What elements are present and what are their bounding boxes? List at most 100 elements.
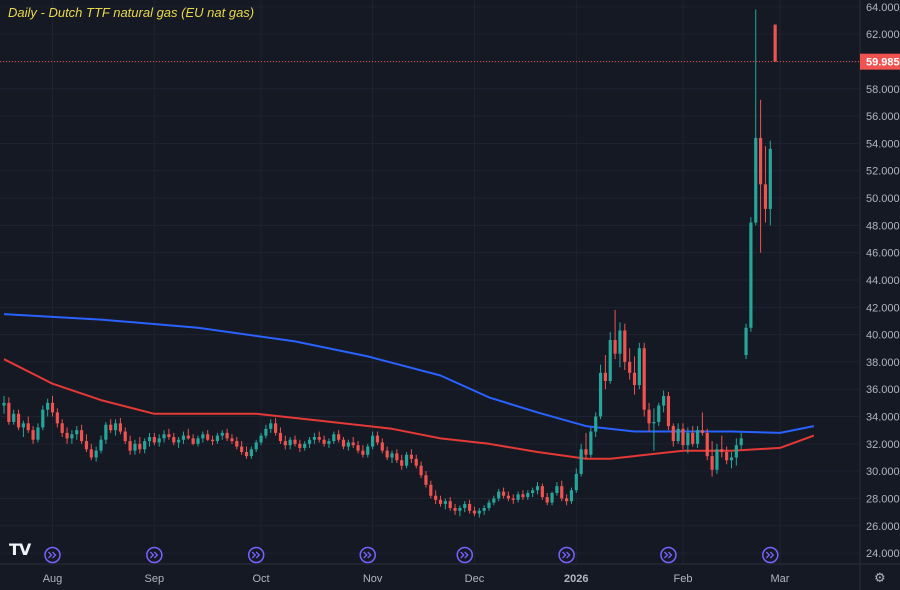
candle-body[interactable] [521, 494, 525, 498]
candle-body[interactable] [7, 402, 11, 422]
candle-body[interactable] [720, 449, 724, 453]
candle-body[interactable] [41, 409, 45, 428]
candle-body[interactable] [681, 428, 685, 446]
candle-body[interactable] [269, 423, 273, 429]
double-chevron-right-icon[interactable] [44, 546, 61, 564]
candle-body[interactable] [487, 502, 491, 509]
candle-body[interactable] [337, 434, 341, 440]
candle-body[interactable] [759, 137, 763, 185]
candle-body[interactable] [482, 508, 486, 511]
candle-body[interactable] [31, 430, 35, 440]
candle-body[interactable] [618, 330, 622, 354]
candle-body[interactable] [240, 446, 244, 453]
candle-body[interactable] [113, 423, 118, 431]
candle-body[interactable] [147, 436, 152, 442]
candle-body[interactable] [725, 452, 729, 461]
candle-body[interactable] [70, 434, 74, 439]
candle-body[interactable] [404, 454, 409, 466]
candle-body[interactable] [749, 222, 753, 328]
candle-body[interactable] [535, 486, 540, 491]
candle-body[interactable] [225, 432, 229, 439]
candle-body[interactable] [666, 396, 671, 427]
candle-body[interactable] [244, 452, 249, 457]
candle-body[interactable] [628, 361, 632, 373]
candle-body[interactable] [468, 503, 472, 511]
candle-body[interactable] [356, 445, 360, 451]
candle-body[interactable] [94, 450, 98, 458]
candle-body[interactable] [109, 424, 113, 431]
candle-body[interactable] [390, 453, 394, 458]
double-chevron-right-icon[interactable] [660, 546, 677, 564]
candle-body[interactable] [715, 449, 719, 470]
candle-body[interactable] [332, 434, 336, 442]
candle-body[interactable] [744, 327, 748, 356]
candle-body[interactable] [647, 409, 651, 424]
candle-body[interactable] [409, 454, 413, 459]
candle-body[interactable] [434, 495, 438, 500]
candle-body[interactable] [99, 439, 103, 451]
candle-body[interactable] [191, 438, 195, 444]
candle-body[interactable] [395, 453, 399, 461]
candle-body[interactable] [739, 438, 743, 446]
candle-body[interactable] [157, 438, 161, 443]
candle-body[interactable] [710, 456, 714, 470]
double-chevron-right-icon[interactable] [456, 546, 473, 564]
double-chevron-right-icon[interactable] [558, 546, 575, 564]
candle-body[interactable] [123, 431, 127, 442]
candle-body[interactable] [511, 498, 515, 500]
double-chevron-right-icon[interactable] [762, 546, 779, 564]
candle-body[interactable] [768, 148, 772, 209]
candle-body[interactable] [472, 510, 477, 514]
candle-body[interactable] [371, 435, 375, 447]
candle-body[interactable] [565, 498, 569, 502]
candle-body[interactable] [555, 486, 559, 493]
candle-body[interactable] [16, 413, 21, 428]
candle-body[interactable] [322, 439, 326, 444]
candle-body[interactable] [312, 436, 316, 440]
candle-body[interactable] [278, 432, 283, 442]
candle-body[interactable] [259, 435, 263, 443]
candle-body[interactable] [274, 423, 278, 433]
candle-body[interactable] [2, 402, 6, 406]
candle-body[interactable] [424, 475, 428, 485]
candle-body[interactable] [104, 424, 108, 440]
candle-body[interactable] [186, 435, 190, 439]
double-chevron-right-icon[interactable] [247, 546, 265, 564]
candle-body[interactable] [501, 491, 506, 496]
candle-body[interactable] [133, 443, 137, 451]
candle-body[interactable] [657, 405, 661, 422]
candle-body[interactable] [220, 432, 224, 436]
candle-body[interactable] [167, 434, 171, 437]
candle-body[interactable] [21, 423, 25, 428]
candle-body[interactable] [80, 430, 84, 442]
candle-body[interactable] [206, 434, 210, 440]
candle-body[interactable] [497, 491, 501, 499]
candle-body[interactable] [366, 446, 370, 455]
candle-body[interactable] [84, 441, 89, 450]
candle-body[interactable] [210, 439, 215, 442]
candle-body[interactable] [215, 435, 219, 442]
candle-body[interactable] [438, 499, 443, 504]
candle-body[interactable] [506, 495, 510, 499]
candle-body[interactable] [662, 396, 666, 406]
candle-body[interactable] [351, 442, 355, 446]
candle-body[interactable] [60, 423, 64, 433]
candle-body[interactable] [75, 430, 79, 435]
candle-body[interactable] [26, 423, 30, 431]
candle-body[interactable] [545, 497, 549, 503]
candle-body[interactable] [569, 490, 574, 502]
candle-body[interactable] [705, 432, 709, 457]
candle-body[interactable] [254, 442, 258, 450]
candle-body[interactable] [65, 432, 69, 439]
candle-body[interactable] [152, 436, 156, 443]
candle-body[interactable] [361, 450, 365, 455]
candle-body[interactable] [264, 428, 268, 436]
candle-body[interactable] [249, 449, 253, 457]
candle-body[interactable] [579, 449, 583, 474]
candle-body[interactable] [550, 492, 554, 503]
candle-body[interactable] [380, 442, 384, 451]
candle-body[interactable] [526, 492, 530, 498]
candle-body[interactable] [691, 432, 695, 444]
candle-body[interactable] [695, 430, 700, 444]
candle-body[interactable] [118, 423, 122, 432]
